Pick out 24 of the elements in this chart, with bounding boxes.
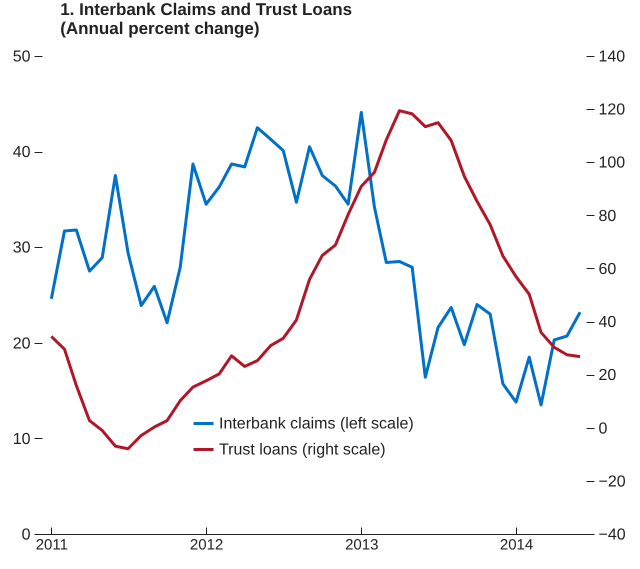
y2-tick-label: −40: [598, 526, 626, 544]
y-tick-label: 50: [12, 48, 31, 66]
chart-title: 1. Interbank Claims and Trust Loans: [60, 0, 352, 19]
legend-label: Trust loans (right scale): [219, 442, 386, 458]
y-tick-label: 30: [12, 240, 31, 257]
y-tick-label: 0: [22, 526, 31, 544]
x-tick-label: 2012: [190, 536, 224, 554]
y2-tick-label: 40: [598, 314, 616, 332]
y2-tick-label: 0: [598, 420, 608, 438]
y-tick-label: 10: [12, 430, 31, 448]
chart-subtitle: (Annual percent change): [60, 19, 260, 38]
y2-tick-label: 60: [598, 260, 616, 278]
x-tick-label: 2011: [36, 536, 68, 554]
x-tick-label: 2014: [500, 536, 534, 554]
y-tick-label: 40: [12, 144, 31, 162]
y2-tick-label: 20: [598, 367, 616, 384]
x-tick-label: 2013: [345, 536, 378, 554]
legend-label: Interbank claims (left scale): [219, 416, 414, 432]
y2-tick-label: 80: [598, 208, 616, 225]
y2-tick-label: −20: [598, 473, 626, 490]
y-tick-label: 20: [12, 335, 31, 352]
y2-tick-label: 100: [598, 154, 626, 172]
y2-tick-label: 140: [598, 48, 626, 66]
y2-tick-label: 120: [598, 102, 626, 119]
